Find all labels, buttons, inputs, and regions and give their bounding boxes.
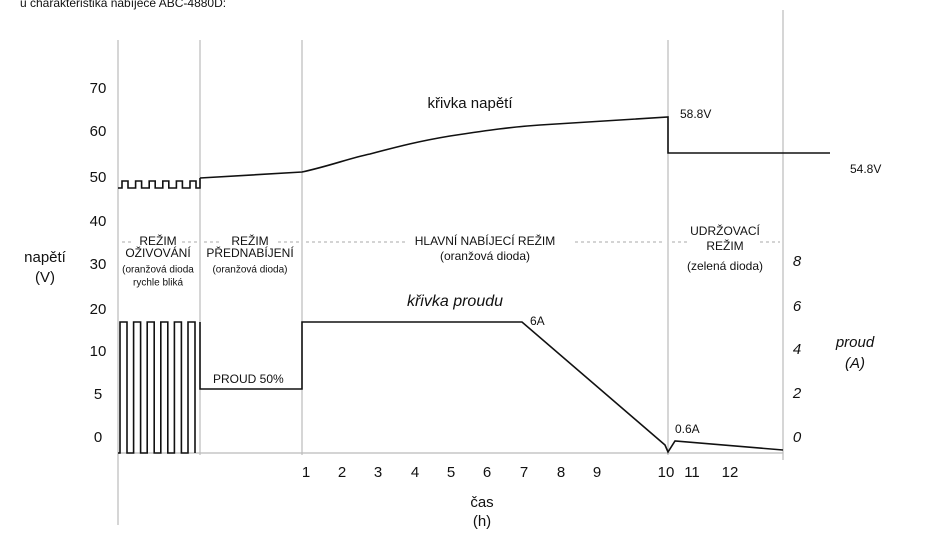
- current-tick-label: 0: [793, 429, 802, 446]
- voltage-axis-label: napětí: [24, 249, 67, 266]
- annotation: 58.8V: [680, 107, 711, 121]
- mode-label: (oranžová dioda): [440, 249, 530, 263]
- time-tick-label: 4: [411, 464, 419, 481]
- voltage-axis-unit: (V): [35, 269, 55, 286]
- voltage-pulses: [118, 178, 201, 189]
- current-tick-label: 8: [793, 253, 802, 270]
- current-curve: [199, 321, 784, 454]
- voltage-tick-label: 10: [90, 343, 107, 360]
- mode-label: UDRŽOVACÍ: [690, 223, 760, 238]
- mode-label: (oranžová dioda: [122, 265, 194, 276]
- voltage-tick-label: 30: [90, 256, 107, 273]
- voltage-tick-label: 5: [94, 386, 102, 403]
- mode-label: HLAVNÍ NABÍJECÍ REŽIM: [415, 233, 555, 248]
- time-axis-unit: (h): [473, 513, 491, 530]
- mode-label: (oranžová dioda): [212, 265, 287, 276]
- mode-label: (zelená dioda): [687, 259, 763, 273]
- voltage-tick-label: 0: [94, 429, 102, 446]
- voltage-curve: [199, 116, 830, 179]
- time-tick-label: 8: [557, 464, 565, 481]
- current-axis-unit: (A): [845, 355, 865, 372]
- annotation: 54.8V: [850, 162, 881, 176]
- voltage-tick-label: 70: [90, 80, 107, 97]
- time-tick-label: 5: [447, 464, 455, 481]
- mode-label: OŽIVOVÁNÍ: [125, 245, 191, 260]
- mode-label: rychle bliká: [133, 278, 183, 289]
- time-axis-label: čas: [470, 494, 493, 511]
- time-tick-label: 7: [520, 464, 528, 481]
- current-axis-label: proud: [835, 334, 875, 351]
- voltage-tick-label: 40: [90, 213, 107, 230]
- time-tick-label: 9: [593, 464, 601, 481]
- mode-label: REŽIM: [139, 233, 176, 248]
- current-tick-label: 6: [793, 298, 802, 315]
- mode-label: REŽIM: [231, 233, 268, 248]
- time-tick-label: 12: [722, 464, 739, 481]
- current-pulses: [118, 321, 196, 454]
- time-tick-label: 3: [374, 464, 382, 481]
- voltage-tick-label: 20: [90, 301, 107, 318]
- title: u charakteristika nabíječe ABC-4880D:: [20, 0, 226, 10]
- time-tick-label: 6: [483, 464, 491, 481]
- current-tick-label: 4: [793, 341, 801, 358]
- current-curve-label: křivka proudu: [407, 293, 503, 310]
- voltage-tick-label: 50: [90, 169, 107, 186]
- time-tick-label: 10: [658, 464, 675, 481]
- voltage-tick-label: 60: [90, 123, 107, 140]
- time-tick-label: 2: [338, 464, 346, 481]
- time-tick-label: 11: [684, 464, 700, 481]
- voltage-curve-label: křivka napětí: [427, 95, 513, 112]
- current-tick-label: 2: [792, 385, 802, 402]
- mode-label: REŽIM: [706, 238, 743, 253]
- annotation: 0.6A: [675, 422, 700, 436]
- mode-label: PŘEDNABÍJENÍ: [206, 245, 294, 260]
- annotation: PROUD 50%: [213, 372, 284, 386]
- time-tick-label: 1: [302, 464, 310, 481]
- annotation: 6A: [530, 314, 545, 328]
- frame: [117, 10, 784, 525]
